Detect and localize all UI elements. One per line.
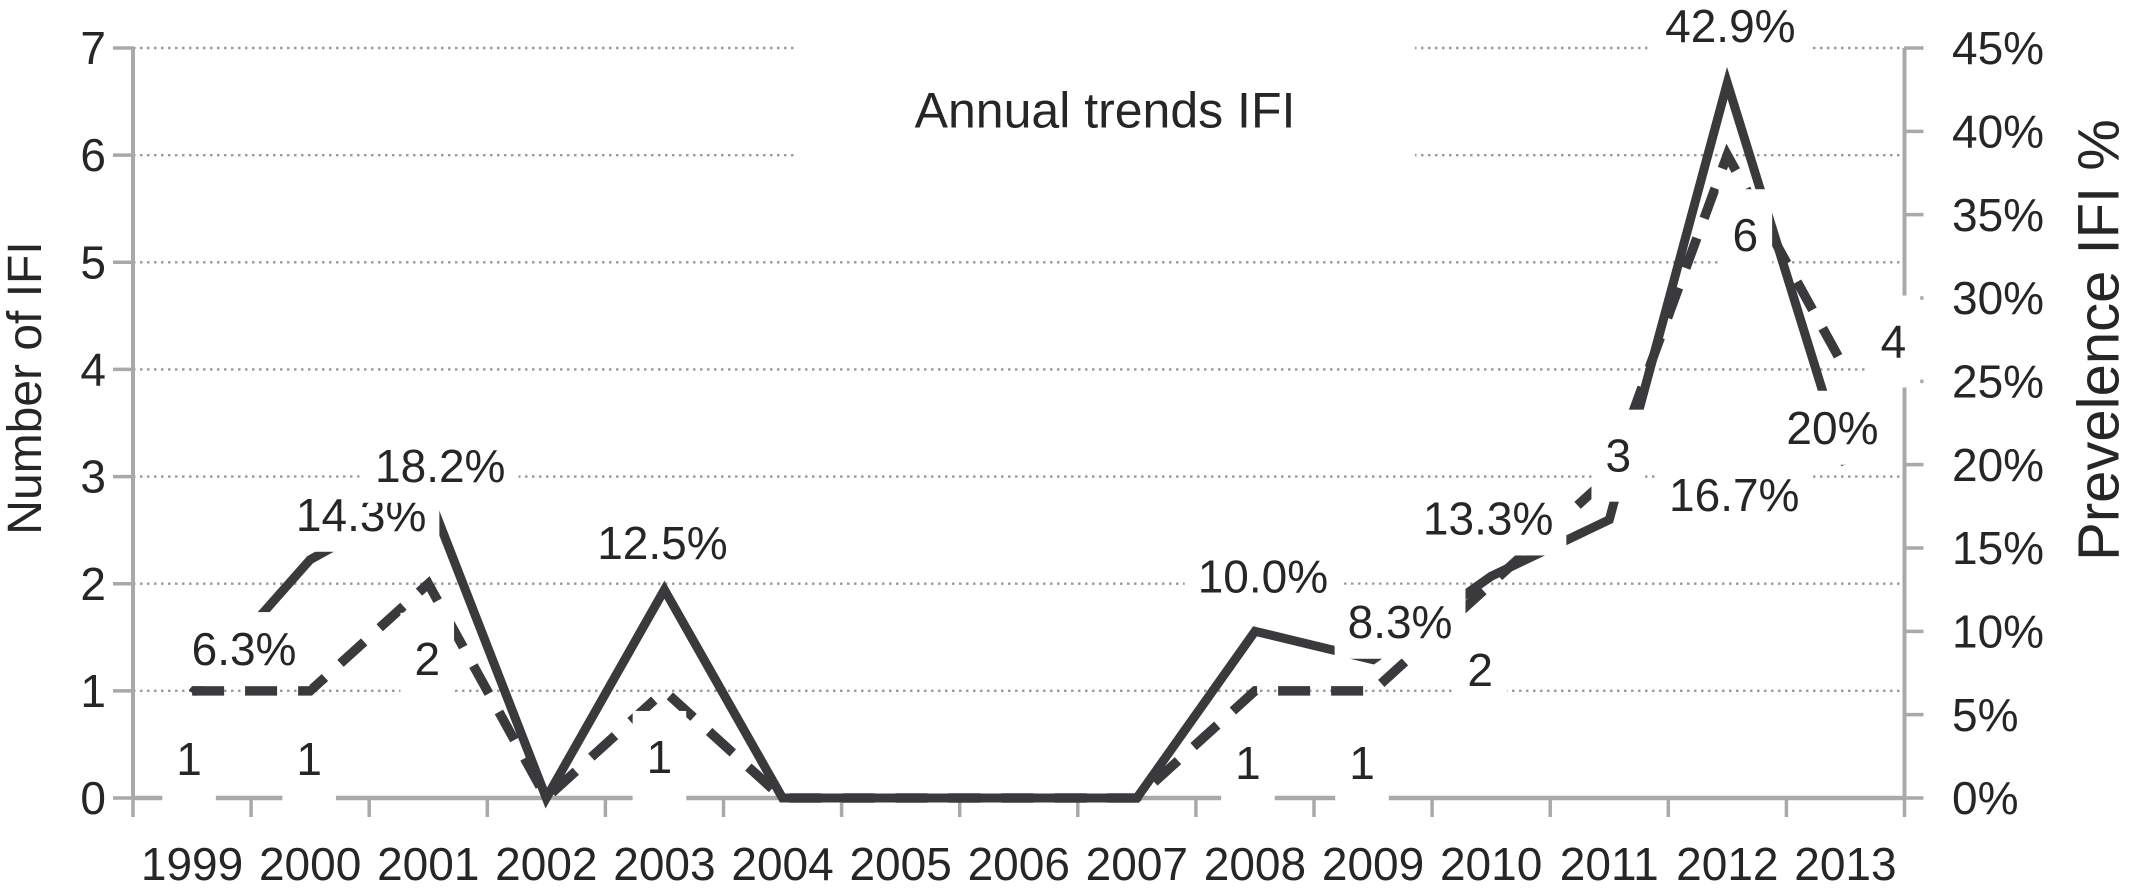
data-label: 2 bbox=[400, 612, 455, 705]
data-label-background bbox=[400, 612, 455, 705]
data-label: 18.2% bbox=[362, 428, 519, 503]
data-label: 6.3% bbox=[178, 612, 310, 687]
data-label-background bbox=[1335, 716, 1389, 809]
right-axis-tick-label: 10% bbox=[1952, 605, 2044, 657]
data-label-background bbox=[1866, 295, 1921, 388]
year-label: 2009 bbox=[1322, 838, 1424, 890]
data-label-text: 12.5% bbox=[597, 517, 727, 569]
year-label: 2001 bbox=[377, 838, 479, 890]
right-axis-tick-label: 25% bbox=[1952, 355, 2044, 407]
data-label: 1 bbox=[282, 712, 336, 805]
left-axis-title: Number of IFI bbox=[0, 241, 52, 534]
year-label: 2006 bbox=[968, 838, 1070, 890]
data-label-text: 1 bbox=[1235, 737, 1261, 789]
data-label-text: 6 bbox=[1733, 209, 1759, 261]
year-label: 2012 bbox=[1676, 838, 1778, 890]
right-axis-title: Prevelence IFI % bbox=[2066, 119, 2131, 561]
year-label: 1999 bbox=[141, 838, 243, 890]
chart-title-background bbox=[795, 38, 1415, 176]
series-line-number-of-ifi-dashed bbox=[192, 143, 1850, 806]
data-label-text: 1 bbox=[176, 733, 202, 785]
right-axis-tick-label: 40% bbox=[1952, 105, 2044, 157]
data-label-background bbox=[178, 612, 310, 687]
data-label: 8.3% bbox=[1334, 584, 1466, 659]
left-axis-tick-label: 5 bbox=[80, 236, 106, 288]
data-label-text: 1 bbox=[1349, 737, 1375, 789]
data-label-text: 6.3% bbox=[192, 623, 297, 675]
data-label-text: 18.2% bbox=[375, 440, 505, 492]
data-label-text: 10.0% bbox=[1198, 550, 1328, 602]
data-label-text: 1 bbox=[647, 731, 673, 783]
data-label-background bbox=[362, 428, 519, 503]
left-axis-tick-label: 1 bbox=[80, 665, 106, 717]
data-label-text: 1 bbox=[296, 733, 322, 785]
data-label: 1 bbox=[1335, 716, 1389, 809]
data-label-background bbox=[1656, 457, 1813, 532]
data-label: 13.3% bbox=[1409, 481, 1567, 556]
data-label: 6 bbox=[1718, 189, 1773, 282]
data-label-text: 13.3% bbox=[1423, 492, 1553, 544]
data-label-background bbox=[1184, 539, 1342, 614]
left-axis-tick-label: 3 bbox=[80, 451, 106, 503]
data-label-background bbox=[1773, 390, 1892, 465]
data-label-text: 2 bbox=[414, 633, 440, 685]
data-label: 12.5% bbox=[584, 505, 741, 580]
data-label: 1 bbox=[162, 712, 216, 805]
year-label: 2005 bbox=[849, 838, 951, 890]
data-label-text: 2 bbox=[1467, 644, 1493, 696]
data-label-background bbox=[1334, 584, 1466, 659]
year-label: 2004 bbox=[731, 838, 833, 890]
left-axis-tick-label: 6 bbox=[80, 129, 106, 181]
left-axis-tick-label: 0 bbox=[80, 772, 106, 824]
year-label: 2003 bbox=[613, 838, 715, 890]
right-axis-tick-label: 15% bbox=[1952, 522, 2044, 574]
data-label: 16.7% bbox=[1656, 457, 1813, 532]
year-label: 2011 bbox=[1560, 838, 1659, 890]
data-label: 10.0% bbox=[1184, 539, 1342, 614]
data-label-text: 4 bbox=[1881, 316, 1907, 368]
data-label: 1 bbox=[632, 710, 687, 803]
data-label: 1 bbox=[1221, 716, 1275, 809]
right-axis-tick-label: 0% bbox=[1952, 772, 2018, 824]
data-label-background bbox=[162, 712, 216, 805]
data-label-background bbox=[1409, 481, 1567, 556]
year-label: 2010 bbox=[1440, 838, 1542, 890]
left-axis-tick-label: 2 bbox=[80, 558, 106, 610]
right-axis-tick-label: 35% bbox=[1952, 189, 2044, 241]
year-label: 2007 bbox=[1086, 838, 1188, 890]
right-axis-tick-label: 45% bbox=[1952, 22, 2044, 74]
data-label-text: 16.7% bbox=[1669, 469, 1799, 521]
data-label: 3 bbox=[1591, 409, 1646, 502]
right-axis-tick-label: 20% bbox=[1952, 439, 2044, 491]
data-label-text: 20% bbox=[1786, 402, 1878, 454]
data-label-background bbox=[584, 505, 741, 580]
data-label-background bbox=[632, 710, 687, 803]
year-label: 2008 bbox=[1204, 838, 1306, 890]
data-label-background bbox=[1591, 409, 1646, 502]
data-label-text: 8.3% bbox=[1348, 596, 1453, 648]
data-label-background bbox=[282, 712, 336, 805]
data-label-text: 42.9% bbox=[1665, 0, 1795, 52]
data-label-background bbox=[1652, 0, 1809, 64]
data-label-background bbox=[1718, 189, 1773, 282]
data-label: 20% bbox=[1773, 390, 1892, 465]
left-axis-tick-label: 4 bbox=[80, 344, 106, 396]
year-label: 2000 bbox=[259, 838, 361, 890]
year-label: 2002 bbox=[495, 838, 597, 890]
right-axis-tick-label: 30% bbox=[1952, 272, 2044, 324]
data-label-text: 3 bbox=[1605, 430, 1631, 482]
left-axis-tick-label: 7 bbox=[80, 22, 106, 74]
data-label: 4 bbox=[1866, 295, 1921, 388]
data-label: 42.9% bbox=[1652, 0, 1809, 64]
right-axis-tick-label: 5% bbox=[1952, 689, 2018, 741]
year-label: 2013 bbox=[1794, 838, 1896, 890]
data-label-background bbox=[1221, 716, 1275, 809]
chart-title: Annual trends IFI bbox=[915, 83, 1296, 139]
